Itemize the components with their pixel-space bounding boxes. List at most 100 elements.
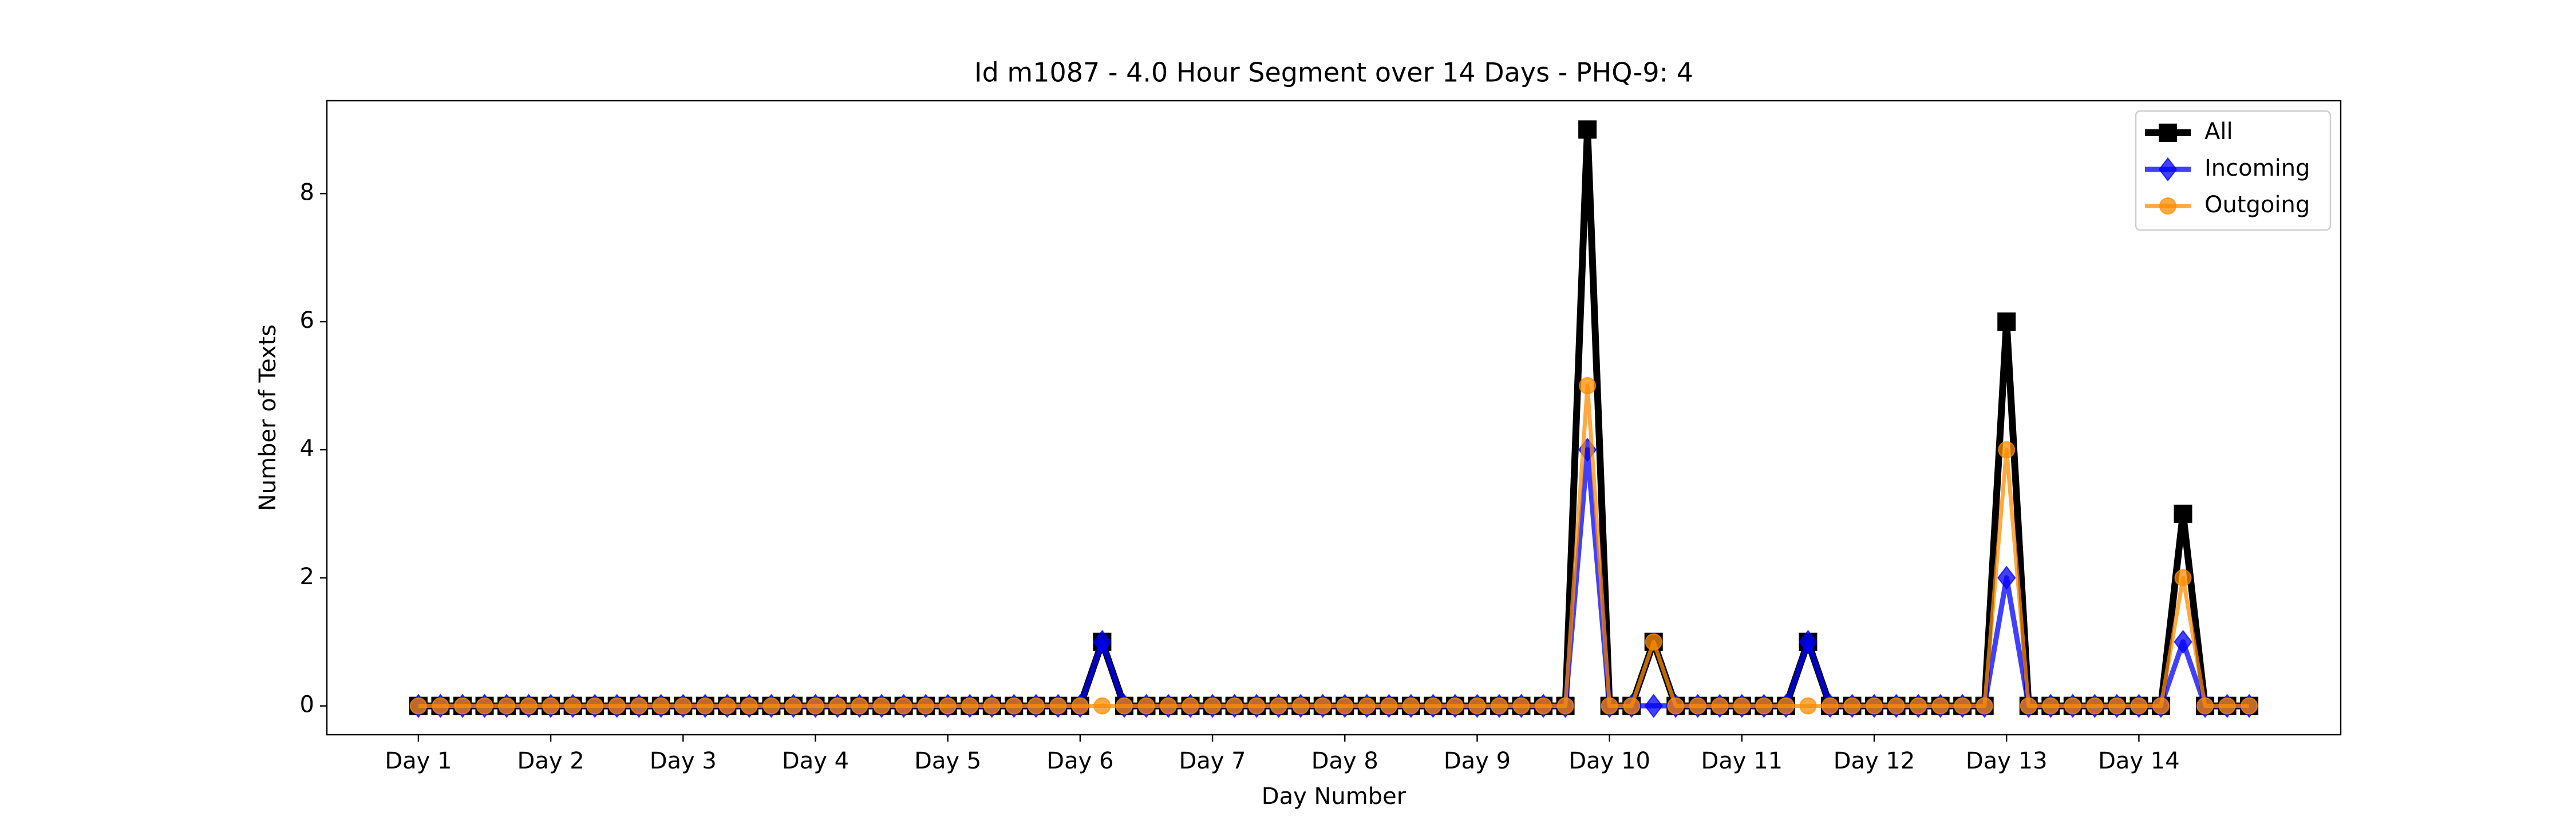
marker bbox=[453, 697, 471, 715]
marker bbox=[1689, 697, 1706, 715]
marker bbox=[873, 697, 891, 715]
legend-label: Outgoing bbox=[2204, 192, 2310, 218]
x-tick-label: Day 14 bbox=[2098, 748, 2180, 774]
marker bbox=[1997, 565, 2016, 590]
marker bbox=[1336, 697, 1354, 715]
marker bbox=[1027, 697, 1045, 715]
marker bbox=[1821, 697, 1839, 715]
marker bbox=[1093, 697, 1111, 715]
marker bbox=[1578, 120, 1597, 139]
legend-marker bbox=[2158, 157, 2178, 182]
marker bbox=[1380, 697, 1398, 715]
marker bbox=[432, 697, 449, 715]
x-tick-label: Day 13 bbox=[1966, 748, 2048, 774]
marker bbox=[1601, 697, 1618, 715]
legend-marker bbox=[2159, 124, 2177, 142]
chart-title: Id m1087 - 4.0 Hour Segment over 14 Days… bbox=[974, 57, 1693, 88]
y-axis-label: Number of Texts bbox=[255, 324, 281, 511]
marker bbox=[807, 697, 824, 715]
marker bbox=[674, 697, 692, 715]
y-tick-label: 4 bbox=[300, 435, 314, 462]
marker bbox=[1160, 697, 1178, 715]
marker bbox=[1843, 697, 1861, 715]
y-tick-label: 2 bbox=[300, 564, 314, 590]
x-tick-label: Day 8 bbox=[1311, 748, 1378, 774]
legend-label: All bbox=[2204, 118, 2233, 145]
marker bbox=[983, 697, 1001, 715]
x-tick-label: Day 3 bbox=[650, 748, 717, 774]
axes-frame bbox=[326, 100, 2342, 736]
marker bbox=[829, 697, 847, 715]
legend-box bbox=[2135, 110, 2332, 231]
x-tick-label: Day 7 bbox=[1179, 748, 1246, 774]
marker bbox=[409, 697, 427, 715]
marker bbox=[762, 697, 780, 715]
marker bbox=[1182, 697, 1199, 715]
marker bbox=[2218, 697, 2236, 715]
marker bbox=[1931, 697, 1949, 715]
series-outgoing bbox=[409, 377, 2258, 715]
x-tick-label: Day 11 bbox=[1701, 748, 1783, 774]
marker bbox=[1402, 697, 1420, 715]
marker bbox=[1733, 697, 1751, 715]
x-axis-label: Day Number bbox=[1262, 783, 1406, 810]
marker bbox=[939, 697, 957, 715]
legend-label: Incoming bbox=[2204, 155, 2310, 181]
marker bbox=[1204, 697, 1222, 715]
marker bbox=[1755, 697, 1773, 715]
marker bbox=[1535, 697, 1552, 715]
marker bbox=[1424, 697, 1442, 715]
marker bbox=[1887, 697, 1905, 715]
y-tick-label: 6 bbox=[300, 307, 314, 334]
marker bbox=[851, 697, 868, 715]
marker bbox=[564, 697, 582, 715]
marker bbox=[1954, 697, 1971, 715]
marker bbox=[1248, 697, 1266, 715]
marker bbox=[2241, 697, 2258, 715]
x-tick-label: Day 4 bbox=[782, 748, 849, 774]
marker bbox=[1093, 629, 1112, 654]
marker bbox=[1049, 697, 1067, 715]
marker bbox=[2086, 697, 2104, 715]
marker bbox=[2064, 697, 2081, 715]
marker bbox=[2130, 697, 2148, 715]
marker bbox=[2108, 697, 2125, 715]
marker bbox=[498, 697, 516, 715]
marker bbox=[1667, 697, 1685, 715]
marker bbox=[2174, 569, 2192, 587]
marker bbox=[1579, 377, 1597, 395]
marker bbox=[696, 697, 714, 715]
marker bbox=[1468, 697, 1486, 715]
marker bbox=[1226, 697, 1243, 715]
marker bbox=[630, 697, 648, 715]
marker bbox=[1799, 629, 1818, 654]
marker bbox=[608, 697, 626, 715]
x-tick-label: Day 9 bbox=[1444, 748, 1511, 774]
marker bbox=[1270, 697, 1287, 715]
marker bbox=[1512, 697, 1530, 715]
marker bbox=[784, 697, 802, 715]
marker bbox=[740, 697, 758, 715]
marker bbox=[2174, 629, 2192, 654]
marker bbox=[2152, 697, 2170, 715]
marker bbox=[652, 697, 670, 715]
marker bbox=[961, 697, 979, 715]
marker bbox=[1137, 697, 1155, 715]
x-tick-label: Day 5 bbox=[914, 748, 981, 774]
marker bbox=[1292, 697, 1310, 715]
marker bbox=[1997, 312, 2016, 331]
marker bbox=[2020, 697, 2037, 715]
y-tick-label: 0 bbox=[300, 692, 314, 718]
x-tick-label: Day 1 bbox=[385, 748, 452, 774]
marker bbox=[1976, 697, 1993, 715]
marker bbox=[1777, 697, 1795, 715]
marker bbox=[1866, 697, 1883, 715]
marker bbox=[895, 697, 912, 715]
marker bbox=[476, 697, 493, 715]
marker bbox=[1910, 697, 1927, 715]
marker bbox=[1115, 697, 1133, 715]
marker bbox=[1799, 697, 1817, 715]
legend-marker bbox=[2159, 197, 2176, 215]
x-tick-label: Day 2 bbox=[517, 748, 584, 774]
marker bbox=[718, 697, 736, 715]
